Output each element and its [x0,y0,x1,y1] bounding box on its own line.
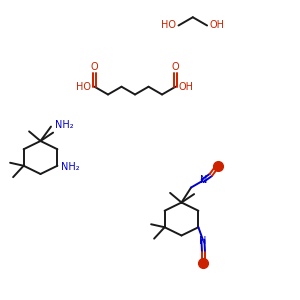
Text: N: N [200,175,207,185]
Text: HO: HO [76,82,92,92]
Text: NH₂: NH₂ [55,120,73,130]
Text: OH: OH [178,82,194,92]
Text: O: O [91,62,98,72]
Text: N: N [200,236,207,246]
Text: NH₂: NH₂ [61,162,80,172]
Text: HO: HO [161,20,176,31]
Text: OH: OH [209,20,224,31]
Text: O: O [172,62,179,72]
